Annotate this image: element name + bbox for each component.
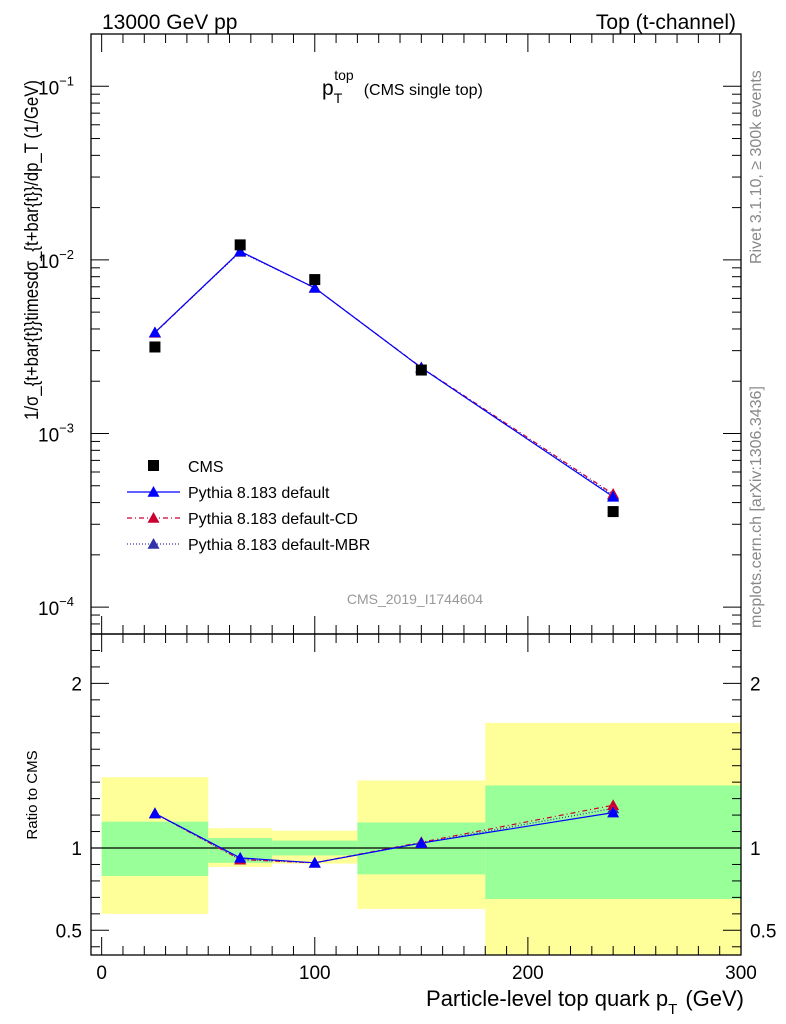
main-panel: 10−410−310−210−1 pTtop(CMS single top) C… bbox=[22, 33, 742, 635]
ratio-ytick-label-right-1: 1 bbox=[750, 839, 761, 860]
ratio-ytick-label-right-2: 2 bbox=[750, 674, 761, 695]
xlabel-sub: T bbox=[668, 1001, 677, 1018]
main-ytick-label-3: 10−1 bbox=[38, 73, 74, 99]
xtick-label-1: 100 bbox=[299, 963, 331, 984]
main-ytick-label-1: 10−3 bbox=[38, 420, 74, 446]
xtick-label-3: 300 bbox=[725, 963, 757, 984]
marker-data-3 bbox=[415, 364, 427, 376]
ratio-marker-default-0 bbox=[148, 807, 161, 819]
legend-label-data: CMS bbox=[188, 459, 224, 476]
xlabel: Particle-level top quark pT (GeV) bbox=[426, 986, 744, 1018]
xlabel-unit: (GeV) bbox=[685, 986, 744, 1011]
legend-marker-data bbox=[148, 460, 159, 471]
ratio-marker-default-3 bbox=[415, 837, 428, 848]
legend-label-cd: Pythia 8.183 default-CD bbox=[188, 511, 358, 528]
plot-title-sub: T bbox=[334, 90, 343, 106]
main-ytick-label-2: 10−2 bbox=[38, 247, 74, 273]
marker-default-0 bbox=[148, 326, 161, 338]
legend-label-default: Pythia 8.183 default bbox=[188, 485, 330, 502]
ratio-ytick-label-left-2: 2 bbox=[71, 674, 82, 695]
ratio-marker-default-1 bbox=[234, 851, 247, 863]
line-mbr bbox=[154, 251, 614, 496]
rivet-label: Rivet 3.1.10, ≥ 300k events bbox=[748, 70, 765, 264]
ratio-frame bbox=[90, 633, 742, 956]
ratio-ylabel: Ratio to CMS bbox=[24, 750, 41, 839]
main-ylabel: 1/σ_{t+bar{t}}timesdσ_{t+bar{t}}/dp_T (1… bbox=[22, 80, 43, 420]
ratio-marker-cd-4 bbox=[607, 799, 620, 810]
legend-marker-default bbox=[147, 486, 160, 497]
plot-title: pTtop(CMS single top) bbox=[322, 67, 483, 106]
marker-default-1 bbox=[234, 245, 247, 257]
line-cd bbox=[154, 250, 614, 495]
legend-label-mbr: Pythia 8.183 default-MBR bbox=[188, 537, 370, 554]
xtick-label-2: 200 bbox=[512, 963, 544, 984]
main-ytick-label-0: 10−4 bbox=[38, 594, 74, 620]
ratio-marker-default-2 bbox=[308, 856, 321, 868]
header-collision: 13000 GeV pp bbox=[102, 11, 237, 34]
marker-data-4 bbox=[607, 506, 619, 518]
marker-default-2 bbox=[308, 281, 321, 293]
ratio-ytick-label-left-0: 0.5 bbox=[56, 921, 82, 942]
legend-marker-cd bbox=[147, 512, 160, 523]
band-inner-0 bbox=[101, 821, 209, 876]
ratio-ytick-label-right-0: 0.5 bbox=[750, 921, 776, 942]
plot-title-sup: top bbox=[334, 67, 354, 83]
xtick-label-0: 0 bbox=[96, 963, 107, 984]
line-default bbox=[154, 250, 614, 498]
marker-data-1 bbox=[234, 239, 246, 251]
legend-marker-mbr bbox=[147, 538, 160, 549]
plot-title-suffix: (CMS single top) bbox=[364, 82, 483, 99]
ratio-marker-default-4 bbox=[607, 806, 620, 818]
watermark: CMS_2019_I1744604 bbox=[347, 591, 483, 607]
ratio-ytick-label-left-1: 1 bbox=[71, 839, 82, 860]
mcplots-label: mcplots.cern.ch [arXiv:1306.3436] bbox=[748, 386, 765, 628]
marker-data-2 bbox=[309, 274, 321, 286]
ratio-panel: 0.5 0.51 12 20 100 200 300 Ratio to CMS Partic… bbox=[24, 633, 776, 1018]
marker-default-4 bbox=[607, 490, 620, 502]
legend: CMS Pythia 8.183 default Pythia 8.183 defa… bbox=[127, 459, 370, 554]
header-process: Top (t-channel) bbox=[596, 11, 736, 34]
marker-data-0 bbox=[149, 341, 161, 353]
